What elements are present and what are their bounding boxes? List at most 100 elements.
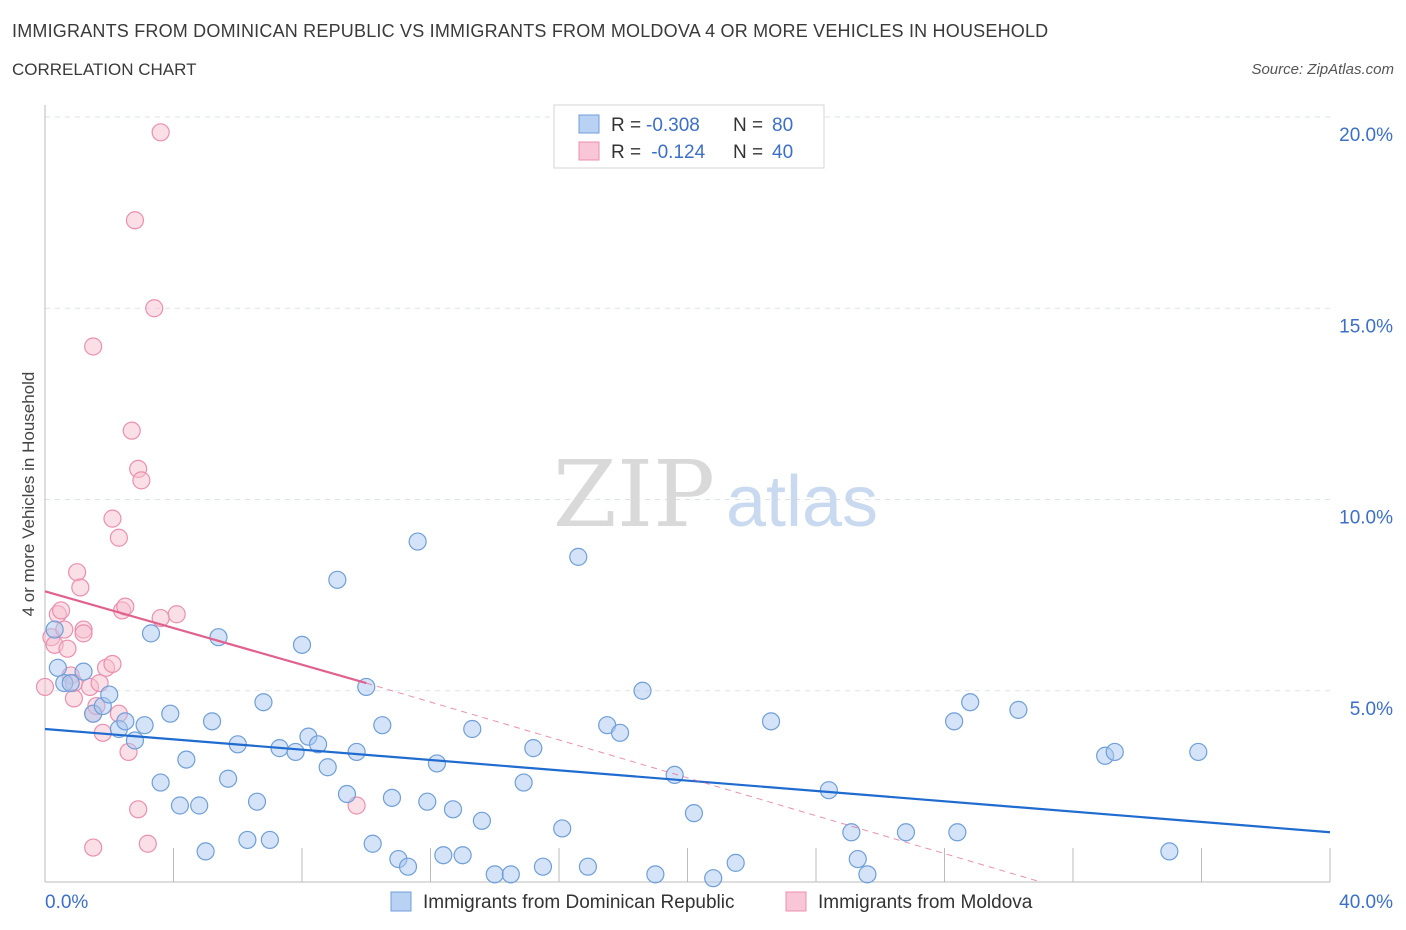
data-point [177, 750, 196, 769]
data-point [132, 471, 151, 490]
data-point [434, 846, 453, 865]
data-point [472, 811, 491, 830]
data-point [190, 796, 209, 815]
stats-legend: R = -0.308 N = 80 R = -0.124 N = 40 [553, 104, 825, 169]
data-point [453, 846, 472, 865]
data-point [292, 635, 312, 654]
data-point [761, 712, 781, 731]
chart-title: IMMIGRANTS FROM DOMINICAN REPUBLIC VS IM… [12, 21, 1049, 41]
data-point [684, 804, 704, 823]
stats-r-value-2: -0.124 [646, 142, 706, 163]
data-point [646, 865, 665, 884]
grid-lines [45, 116, 1330, 692]
data-point [318, 758, 337, 777]
data-point [151, 773, 170, 792]
data-point [337, 784, 357, 804]
data-point [109, 528, 128, 547]
watermark: ZIP atlas [553, 441, 878, 548]
stats-swatch-pink [578, 141, 600, 161]
data-point [418, 792, 437, 811]
y-tick-labels: 5.0% 10.0% 15.0% 20.0% [1339, 125, 1393, 720]
data-point [427, 754, 447, 773]
legend-label-dominican: Immigrants from Dominican Republic [423, 892, 735, 913]
watermark-zip: ZIP [553, 441, 715, 548]
stats-r-label-1: R = [611, 115, 641, 136]
legend-swatch-moldova [785, 891, 807, 912]
data-point [848, 849, 867, 869]
stats-n-label-2: N = [733, 142, 763, 163]
stats-n-value-2: 40 [772, 142, 793, 163]
data-point [485, 865, 504, 884]
source-label: Source: ZipAtlas.com [1251, 61, 1394, 78]
data-point [398, 857, 418, 876]
stats-r-value-1: -0.308 [646, 115, 700, 136]
data-point [161, 704, 180, 723]
axes [44, 105, 1331, 883]
data-point [948, 823, 967, 842]
data-point [524, 739, 543, 758]
data-point [202, 712, 222, 731]
data-point [373, 716, 392, 735]
stats-swatch-blue [578, 114, 600, 134]
data-point [135, 716, 154, 735]
data-point [170, 796, 190, 815]
data-point [533, 857, 553, 876]
data-point [726, 853, 745, 872]
data-point [103, 654, 122, 674]
data-point [138, 834, 157, 853]
data-point [219, 769, 238, 788]
series-legend: Immigrants from Dominican Republic Immig… [390, 891, 1033, 913]
data-point [84, 838, 103, 857]
data-point [363, 834, 382, 853]
y-tick-label: 5.0% [1350, 699, 1393, 720]
data-point [74, 624, 93, 643]
data-point [896, 823, 916, 842]
data-point [116, 712, 135, 731]
x-tick-label: 40.0% [1339, 892, 1393, 913]
data-point [247, 792, 267, 811]
data-point [633, 681, 652, 700]
y-tick-label: 20.0% [1339, 125, 1393, 146]
data-point [64, 689, 84, 708]
data-point [842, 823, 861, 842]
data-point [103, 509, 122, 528]
stats-r-label-2: R = [611, 142, 641, 163]
stats-n-value-1: 80 [772, 115, 793, 136]
data-point [1160, 842, 1179, 861]
data-point [819, 781, 838, 800]
data-point [260, 830, 279, 850]
data-point [58, 639, 77, 658]
x-tick-labels: 0.0% 40.0% [45, 892, 1393, 913]
y-axis-label: 4 or more Vehicles in Household [19, 372, 38, 617]
data-point [71, 578, 90, 597]
x-tick-label: 0.0% [45, 892, 88, 913]
data-point [1189, 742, 1208, 762]
y-tick-label: 15.0% [1339, 316, 1393, 337]
data-point [74, 662, 93, 681]
data-point [48, 658, 67, 677]
data-point [501, 865, 520, 884]
data-point [553, 819, 572, 838]
data-point [382, 788, 402, 807]
data-point [308, 735, 328, 754]
data-point [145, 299, 164, 318]
data-point [122, 421, 141, 440]
data-point [84, 337, 103, 356]
data-point [578, 857, 598, 876]
data-point [61, 673, 80, 693]
trend-line-moldova [44, 590, 367, 685]
trend-lines [44, 590, 1331, 883]
data-point [610, 723, 630, 742]
data-point [141, 624, 161, 643]
series-dominican-points [45, 532, 1208, 888]
data-point [945, 712, 964, 731]
data-point [408, 532, 427, 551]
data-point [254, 693, 273, 712]
data-point [45, 620, 64, 639]
data-point [858, 865, 877, 884]
data-point [196, 842, 215, 861]
watermark-atlas: atlas [726, 462, 878, 542]
data-point [347, 742, 366, 762]
trend-line-dominican [44, 727, 1331, 834]
